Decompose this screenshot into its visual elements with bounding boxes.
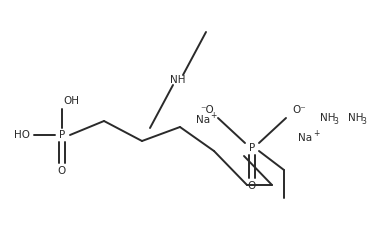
Text: NH: NH [320,113,336,123]
Text: NH: NH [348,113,364,123]
Text: 3: 3 [333,118,338,127]
Text: 3: 3 [361,118,366,127]
Text: P: P [59,130,65,140]
Text: O: O [58,166,66,176]
Text: Na: Na [196,115,210,125]
Text: Na: Na [298,133,312,143]
Text: HO: HO [14,130,30,140]
Text: P: P [249,143,255,153]
Text: +: + [313,128,319,138]
Text: O: O [248,181,256,191]
Text: +: + [210,111,216,120]
Text: OH: OH [63,96,79,106]
Text: ⁻O: ⁻O [200,105,214,115]
Text: NH: NH [170,75,186,85]
Text: O⁻: O⁻ [292,105,306,115]
